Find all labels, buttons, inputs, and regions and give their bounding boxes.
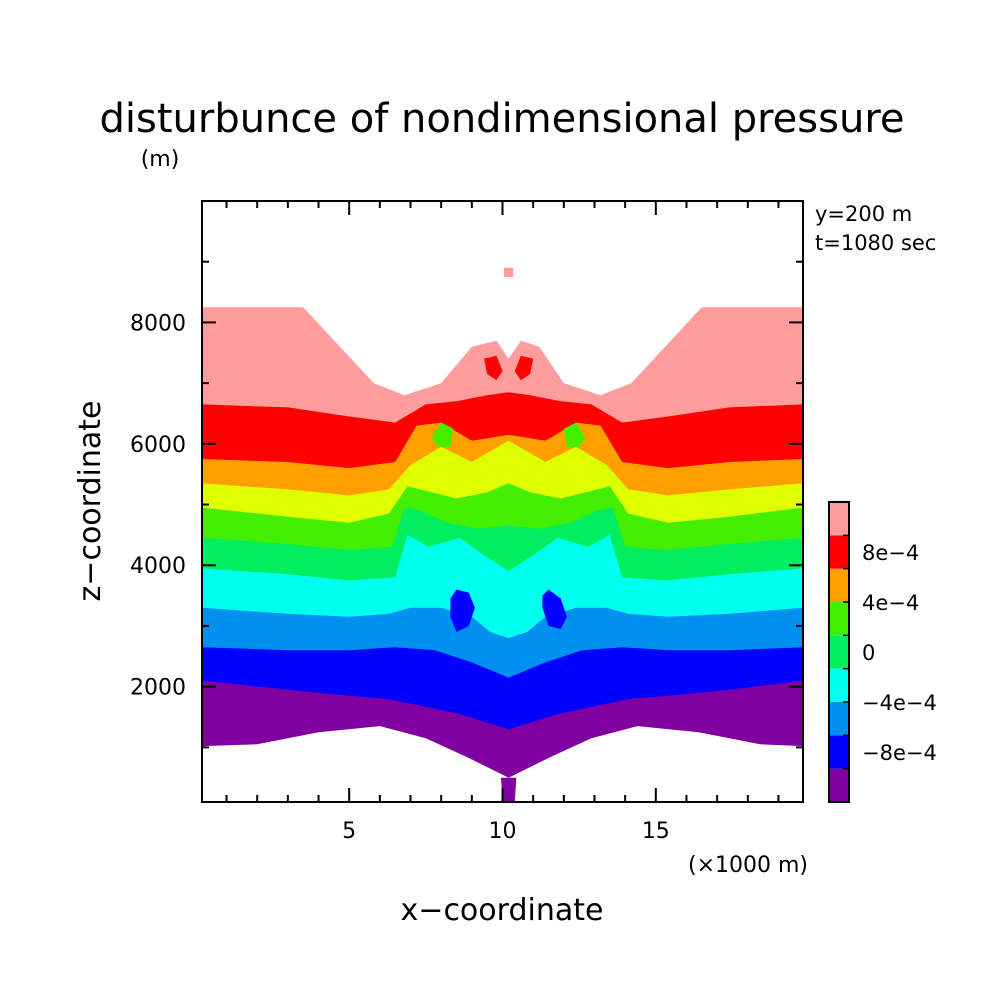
axis-tick-labels: 5 10 15 2000 4000 6000 8000	[130, 311, 670, 844]
x-tick-label: 15	[642, 819, 670, 844]
y-tick-label: 2000	[130, 676, 186, 701]
colorbar-swatch	[829, 535, 849, 569]
colorbar-swatch	[829, 735, 849, 769]
colorbar-label: 8e−4	[862, 541, 919, 565]
colorbar-swatch	[829, 768, 849, 802]
colorbar-swatch	[829, 635, 849, 669]
red-cell-left	[484, 355, 503, 381]
blue-cell-right	[542, 589, 567, 629]
colorbar: 8e−4 4e−4 0 −4e−4 −8e−4	[828, 501, 937, 803]
chart-title: disturbunce of nondimensional pressure	[100, 96, 905, 142]
x-axis-title: x−coordinate	[401, 893, 604, 928]
violet-stem	[501, 777, 517, 802]
pink-cell-top	[504, 267, 514, 277]
annotation-y-slice: y=200 m	[815, 202, 912, 226]
x-tick-label: 5	[342, 819, 356, 844]
colorbar-swatch	[829, 702, 849, 736]
blue-cell-left	[450, 589, 475, 632]
colorbar-label: −4e−4	[862, 691, 937, 715]
y-axis-title: z−coordinate	[73, 401, 108, 602]
band-white	[202, 726, 803, 802]
annotation-time: t=1080 sec	[815, 231, 936, 255]
colorbar-swatch	[829, 568, 849, 602]
y-tick-label: 6000	[130, 433, 186, 458]
lime-cell-right	[563, 422, 586, 447]
colorbar-label: −8e−4	[862, 741, 937, 765]
colorbar-label: 4e−4	[862, 591, 919, 615]
lime-cell-left	[432, 422, 454, 447]
y-tick-label: 8000	[130, 311, 186, 336]
contour-fills	[202, 267, 803, 802]
colorbar-frame	[828, 501, 850, 803]
y-tick-label: 4000	[130, 554, 186, 579]
x-tick-label: 10	[489, 819, 517, 844]
colorbar-swatch	[829, 502, 849, 536]
x-unit-label: (×1000 m)	[688, 853, 808, 878]
axis-ticks	[202, 201, 803, 802]
colorbar-swatch	[829, 602, 849, 636]
y-unit-label: (m)	[141, 147, 180, 172]
colorbar-swatch	[829, 668, 849, 702]
red-cell-right	[514, 355, 534, 381]
colorbar-label: 0	[862, 641, 875, 665]
